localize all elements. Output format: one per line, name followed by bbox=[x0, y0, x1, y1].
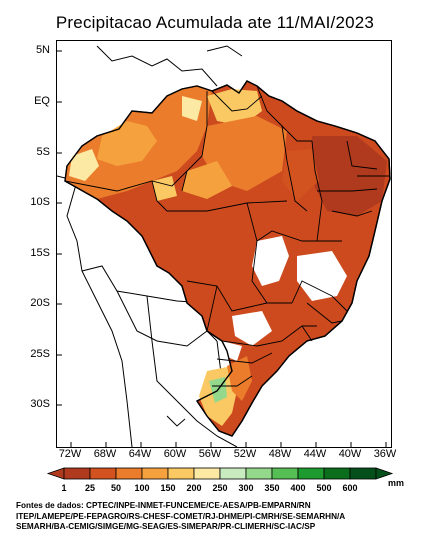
lon-label-40w: 40W bbox=[338, 448, 362, 460]
lon-label-68w: 68W bbox=[93, 448, 117, 460]
legend-tick-label: 250 bbox=[212, 483, 227, 493]
legend-swatch bbox=[323, 467, 351, 480]
sources-line-2: ITEP/LAMEPE/PE-FEPAGRO/RS-CHESF-COMET/RJ… bbox=[16, 511, 346, 521]
legend-tick-label: 100 bbox=[134, 483, 149, 493]
state-borders bbox=[64, 85, 390, 387]
region-dry-mg bbox=[297, 251, 347, 301]
region-dry-sp bbox=[232, 311, 272, 346]
legend-tick-label: 350 bbox=[264, 483, 279, 493]
region-northeast-dark bbox=[312, 136, 387, 216]
legend-swatch bbox=[193, 467, 221, 480]
lat-label-5n: 5N bbox=[35, 44, 50, 56]
map-canvas bbox=[57, 45, 391, 447]
brazil-border bbox=[64, 80, 391, 437]
legend-arrow-left bbox=[46, 467, 65, 480]
legend-swatch bbox=[141, 467, 169, 480]
region-south-orange bbox=[227, 356, 252, 401]
region-northeast-orange bbox=[282, 149, 319, 201]
legend-swatch bbox=[89, 467, 117, 480]
lon-label-36w: 36W bbox=[373, 448, 397, 460]
lat-label-25s: 25S bbox=[30, 348, 50, 360]
lon-label-60w: 60W bbox=[163, 448, 187, 460]
lon-label-72w: 72W bbox=[58, 448, 82, 460]
legend-colorbar: 1 25 50 100 150 200 250 300 350 400 500 600 bbox=[46, 467, 394, 493]
legend-tick-label: 150 bbox=[160, 483, 175, 493]
region-pale-north-3 bbox=[182, 96, 202, 121]
legend-swatch bbox=[297, 467, 325, 480]
legend-arrow-right bbox=[375, 467, 394, 480]
region-pale-north bbox=[69, 149, 99, 181]
legend-tick-label: 400 bbox=[290, 483, 305, 493]
lon-label-44w: 44W bbox=[303, 448, 327, 460]
legend-tick-label: 25 bbox=[85, 483, 95, 493]
lat-label-10s: 10S bbox=[30, 196, 50, 208]
legend-unit: mm bbox=[388, 478, 405, 488]
legend-tick-label: 500 bbox=[316, 483, 331, 493]
legend-tick-label: 1 bbox=[61, 483, 66, 493]
lon-label-48w: 48W bbox=[268, 448, 292, 460]
lat-label-20s: 20S bbox=[30, 297, 50, 309]
axis-ticks bbox=[57, 50, 387, 447]
region-amazonas-light bbox=[97, 121, 157, 166]
map-title: Precipitacao Acumulada ate 11/MAI/2023 bbox=[55, 13, 375, 32]
lon-label-52w: 52W bbox=[233, 448, 257, 460]
legend-tick-label: 300 bbox=[238, 483, 253, 493]
lat-label-30s: 30S bbox=[30, 398, 50, 410]
region-dry-pr bbox=[222, 341, 242, 361]
legend-swatch bbox=[271, 467, 299, 480]
lon-label-56w: 56W bbox=[198, 448, 222, 460]
lat-label-15s: 15S bbox=[30, 247, 50, 259]
legend-swatch bbox=[245, 467, 273, 480]
legend-tick-label: 50 bbox=[111, 483, 121, 493]
legend-swatch bbox=[63, 467, 91, 480]
data-sources: Fontes de dados: CPTEC/INPE-INMET-FUNCEM… bbox=[16, 501, 430, 533]
sources-line-1: Fontes de dados: CPTEC/INPE-INMET-FUNCEM… bbox=[16, 501, 311, 510]
legend-swatch bbox=[349, 467, 377, 480]
region-pale-north-2 bbox=[207, 89, 262, 126]
region-para-yellow bbox=[182, 161, 232, 199]
legend-tick-label: 200 bbox=[186, 483, 201, 493]
lat-label-eq: EQ bbox=[34, 95, 50, 107]
legend-swatch bbox=[167, 467, 195, 480]
legend-tick-label: 600 bbox=[342, 483, 357, 493]
sources-line-3: SEMARH/BA-CEMIG/SIMGE/MG-SEAG/ES-SIMEPAR… bbox=[16, 522, 316, 531]
lat-label-5s: 5S bbox=[36, 146, 50, 158]
legend-swatch bbox=[115, 467, 143, 480]
region-dry-goias bbox=[252, 236, 289, 286]
lon-label-64w: 64W bbox=[128, 448, 152, 460]
legend-swatch bbox=[219, 467, 247, 480]
precipitation-map bbox=[56, 40, 392, 448]
